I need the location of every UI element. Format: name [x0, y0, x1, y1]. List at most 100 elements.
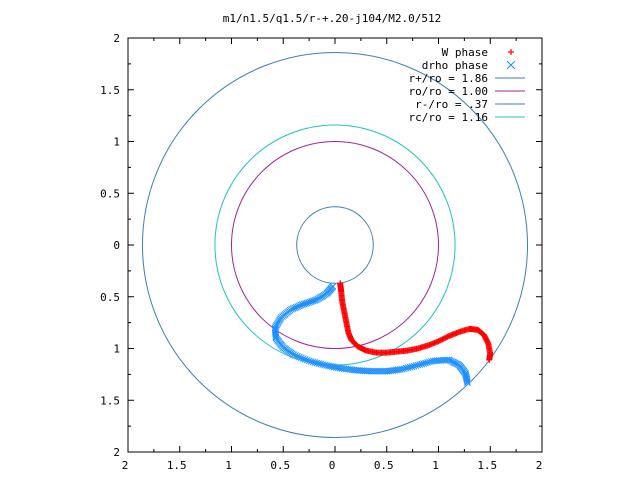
- x-b: [418, 360, 426, 368]
- drho-phase-point: [315, 360, 323, 367]
- drho-phase-point: [319, 361, 327, 368]
- radius-circle: [296, 206, 374, 284]
- y-tick-label: 1: [113, 343, 120, 356]
- x-b: [410, 362, 418, 370]
- drho-phase-point: [414, 361, 422, 369]
- x-b: [292, 352, 299, 359]
- x-b: [290, 351, 297, 359]
- x-tick-label: 0.5: [270, 459, 290, 472]
- legend-label: r+/ro = 1.86: [409, 72, 488, 85]
- x-b: [323, 362, 330, 369]
- drho-phase-point: [299, 355, 307, 362]
- x-b: [311, 359, 319, 366]
- drho-phase-point: [307, 358, 315, 365]
- x-b: [412, 362, 420, 369]
- drho-phase-point: [402, 364, 410, 372]
- legend-label: r-/ro = .37: [415, 98, 488, 111]
- x-tick-label: 2: [536, 459, 543, 472]
- x-b: [420, 360, 427, 367]
- drho-phase-point: [303, 356, 311, 364]
- drho-phase-point: [416, 361, 424, 368]
- radius-circle: [141, 51, 529, 439]
- phase-markers: [271, 280, 494, 387]
- x-b: [422, 359, 429, 367]
- x-b: [301, 356, 309, 363]
- x-tick-label: 1: [432, 459, 439, 472]
- legend-plus-sample: [508, 49, 514, 55]
- x-b: [400, 365, 408, 373]
- x-b: [463, 376, 471, 384]
- y-tick-label: 1: [113, 136, 120, 149]
- w-phase-point: [486, 356, 493, 363]
- drho-phase-point: [296, 353, 303, 361]
- drho-phase-point: [406, 363, 414, 371]
- drho-phase-point: [292, 352, 299, 359]
- x-tick-label: 1.5: [167, 459, 187, 472]
- legend-label: ro/ro = 1.00: [409, 85, 488, 98]
- y-tick-label: 1.5: [100, 84, 120, 97]
- drho-phase-point: [272, 332, 280, 339]
- y-tick-label: 0: [113, 239, 120, 252]
- legend-label: drho phase: [422, 59, 488, 72]
- x-b: [406, 363, 414, 371]
- radius-circle: [231, 141, 439, 349]
- x-b: [334, 364, 342, 372]
- x-b: [307, 358, 315, 365]
- x-tick-label: 1: [225, 459, 232, 472]
- x-b: [463, 378, 471, 385]
- x-b: [329, 363, 336, 370]
- drho-phase-point: [301, 356, 309, 363]
- x-b: [305, 357, 313, 365]
- drho-phase-point: [463, 376, 471, 384]
- y-tick-label: 0.5: [100, 291, 120, 304]
- x-b: [298, 354, 305, 362]
- x-b: [424, 359, 431, 366]
- y-tick-label: 2: [113, 446, 120, 459]
- x-b: [303, 356, 311, 364]
- drho-phase-point: [408, 363, 416, 370]
- x-tick-label: 0: [329, 459, 336, 472]
- x-b: [272, 332, 280, 339]
- x-b: [325, 362, 332, 370]
- drho-phase-point: [313, 359, 321, 367]
- x-tick-label: 2: [122, 459, 129, 472]
- x-b: [317, 360, 325, 368]
- x-b: [506, 60, 516, 70]
- chart-title: m1/n1.5/q1.5/r-+.20-j104/M2.0/512: [223, 12, 442, 25]
- x-b: [330, 363, 338, 371]
- x-b: [272, 333, 280, 341]
- x-b: [313, 359, 321, 367]
- radius-circle: [214, 124, 456, 366]
- x-b: [398, 365, 406, 373]
- x-b: [414, 361, 422, 369]
- y-tick-label: 1.5: [100, 394, 120, 407]
- legend-x-sample: [506, 60, 516, 70]
- drho-phase-point: [294, 352, 301, 360]
- drho-phase-point: [412, 362, 420, 369]
- x-tick-label: 1.5: [477, 459, 497, 472]
- drho-phase-point: [298, 354, 305, 362]
- x-b: [309, 358, 317, 366]
- drho-phase-point: [311, 359, 319, 366]
- drho-phase-point: [305, 357, 313, 365]
- x-b: [464, 379, 471, 387]
- x-b: [463, 375, 471, 383]
- x-b: [408, 363, 416, 370]
- legend-label: rc/ro = 1.16: [409, 111, 488, 124]
- drho-phase-point: [290, 351, 297, 359]
- drho-phase-point: [410, 362, 418, 370]
- drho-phase-point: [420, 360, 427, 367]
- x-b: [321, 361, 329, 369]
- legend-label: W phase: [442, 46, 488, 59]
- drho-phase-point: [426, 358, 433, 366]
- drho-phase-point: [317, 360, 325, 368]
- x-b: [296, 353, 303, 361]
- x-b: [294, 352, 301, 360]
- x-b: [299, 355, 307, 362]
- axis-ticks: [127, 37, 543, 453]
- drho-phase-point: [400, 365, 408, 373]
- x-b: [416, 361, 424, 368]
- x-b: [332, 364, 340, 371]
